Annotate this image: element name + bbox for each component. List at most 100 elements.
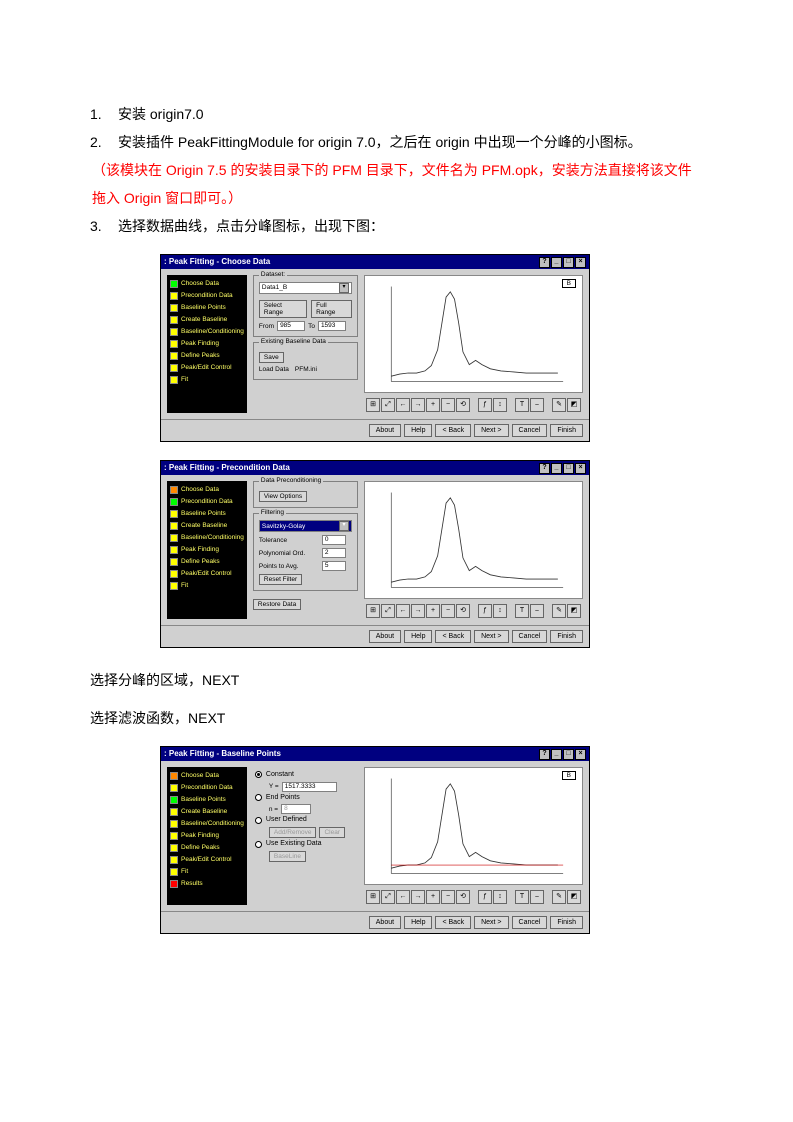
finish-button[interactable]: Finish [550, 424, 583, 438]
wizard-step[interactable]: Baseline/Conditioning [170, 819, 244, 829]
toolbar-button[interactable]: → [411, 890, 425, 904]
wizard-step[interactable]: Create Baseline [170, 521, 244, 531]
next-button[interactable]: Next > [474, 916, 508, 930]
wizard-step[interactable]: Peak Finding [170, 831, 244, 841]
view-options-button[interactable]: View Options [259, 491, 307, 502]
restore-data-button[interactable]: Restore Data [253, 599, 301, 610]
select-range-button[interactable]: Select Range [259, 300, 307, 318]
toolbar-button[interactable]: ƒ [478, 604, 492, 618]
radio-endpoints[interactable]: End Points [255, 794, 356, 802]
to-input[interactable]: 1593 [318, 321, 346, 331]
help-icon[interactable]: ? [539, 463, 550, 474]
wizard-step[interactable]: Baseline Points [170, 795, 244, 805]
full-range-button[interactable]: Full Range [311, 300, 352, 318]
radio-user-defined[interactable]: User Defined [255, 816, 356, 824]
maximize-icon[interactable]: □ [563, 463, 574, 474]
toolbar-button[interactable]: ⟲ [456, 890, 470, 904]
wizard-step[interactable]: Define Peaks [170, 557, 244, 567]
toolbar-button[interactable]: ƒ [478, 890, 492, 904]
wizard-step[interactable]: Precondition Data [170, 497, 244, 507]
toolbar-button[interactable]: ✎ [552, 398, 566, 412]
wizard-step[interactable]: Precondition Data [170, 783, 244, 793]
help-button[interactable]: Help [404, 916, 432, 930]
wizard-step[interactable]: Peak Finding [170, 339, 244, 349]
toolbar-button[interactable]: ⊞ [366, 890, 380, 904]
back-button[interactable]: < Back [435, 424, 471, 438]
radio-constant[interactable]: Constant [255, 771, 356, 779]
toolbar-button[interactable]: T [515, 890, 529, 904]
toolbar-button[interactable]: ↕ [493, 604, 507, 618]
toolbar-button[interactable]: ⟲ [456, 398, 470, 412]
wizard-step[interactable]: Peak/Edit Control [170, 855, 244, 865]
toolbar-button[interactable]: ⎯ [530, 890, 544, 904]
toolbar-button[interactable]: ← [396, 398, 410, 412]
finish-button[interactable]: Finish [550, 916, 583, 930]
maximize-icon[interactable]: □ [563, 749, 574, 760]
save-button[interactable]: Save [259, 352, 284, 363]
wizard-step[interactable]: Choose Data [170, 485, 244, 495]
toolbar-button[interactable]: − [441, 398, 455, 412]
toolbar-button[interactable]: + [426, 890, 440, 904]
about-button[interactable]: About [369, 630, 401, 644]
close-icon[interactable]: × [575, 257, 586, 268]
cancel-button[interactable]: Cancel [512, 630, 548, 644]
wizard-step[interactable]: Choose Data [170, 771, 244, 781]
next-button[interactable]: Next > [474, 424, 508, 438]
wizard-step[interactable]: Create Baseline [170, 315, 244, 325]
maximize-icon[interactable]: □ [563, 257, 574, 268]
toolbar-button[interactable]: T [515, 398, 529, 412]
help-icon[interactable]: ? [539, 257, 550, 268]
close-icon[interactable]: × [575, 749, 586, 760]
wizard-step[interactable]: Choose Data [170, 279, 244, 289]
filter-dropdown[interactable]: Savitzky-Golay ▾ [259, 520, 352, 532]
toolbar-button[interactable]: ← [396, 604, 410, 618]
reset-filter-button[interactable]: Reset Filter [259, 574, 302, 585]
next-button[interactable]: Next > [474, 630, 508, 644]
toolbar-button[interactable]: − [441, 890, 455, 904]
toolbar-button[interactable]: → [411, 398, 425, 412]
wizard-step[interactable]: Define Peaks [170, 843, 244, 853]
from-input[interactable]: 985 [277, 321, 305, 331]
toolbar-button[interactable]: ⎯ [530, 398, 544, 412]
help-button[interactable]: Help [404, 424, 432, 438]
wizard-step[interactable]: Precondition Data [170, 291, 244, 301]
toolbar-button[interactable]: − [441, 604, 455, 618]
wizard-step[interactable]: Peak/Edit Control [170, 363, 244, 373]
dataset-dropdown[interactable]: Data1_B ▾ [259, 282, 352, 294]
toolbar-button[interactable]: + [426, 604, 440, 618]
toolbar-button[interactable]: ✎ [552, 604, 566, 618]
wizard-step[interactable]: Peak Finding [170, 545, 244, 555]
toolbar-button[interactable]: ⤢ [381, 398, 395, 412]
back-button[interactable]: < Back [435, 630, 471, 644]
cancel-button[interactable]: Cancel [512, 424, 548, 438]
toolbar-button[interactable]: ⊞ [366, 604, 380, 618]
close-icon[interactable]: × [575, 463, 586, 474]
wizard-step[interactable]: Baseline Points [170, 303, 244, 313]
toolbar-button[interactable]: ⟲ [456, 604, 470, 618]
finish-button[interactable]: Finish [550, 630, 583, 644]
tolerance-input[interactable]: 0 [322, 535, 346, 545]
toolbar-button[interactable]: T [515, 604, 529, 618]
back-button[interactable]: < Back [435, 916, 471, 930]
toolbar-button[interactable]: ↕ [493, 890, 507, 904]
wizard-step[interactable]: Baseline Points [170, 509, 244, 519]
points-input[interactable]: 5 [322, 561, 346, 571]
wizard-step[interactable]: Peak/Edit Control [170, 569, 244, 579]
wizard-step[interactable]: Baseline/Conditioning [170, 327, 244, 337]
toolbar-button[interactable]: ⎯ [530, 604, 544, 618]
wizard-step[interactable]: Baseline/Conditioning [170, 533, 244, 543]
y-input[interactable]: 1517.3333 [282, 782, 337, 792]
toolbar-button[interactable]: ← [396, 890, 410, 904]
wizard-step[interactable]: Create Baseline [170, 807, 244, 817]
wizard-step[interactable]: Define Peaks [170, 351, 244, 361]
toolbar-button[interactable]: + [426, 398, 440, 412]
toolbar-button[interactable]: ⊞ [366, 398, 380, 412]
toolbar-button[interactable]: ◩ [567, 398, 581, 412]
minimize-icon[interactable]: _ [551, 463, 562, 474]
about-button[interactable]: About [369, 916, 401, 930]
toolbar-button[interactable]: ◩ [567, 890, 581, 904]
wizard-step[interactable]: Results [170, 879, 244, 889]
help-button[interactable]: Help [404, 630, 432, 644]
toolbar-button[interactable]: ƒ [478, 398, 492, 412]
wizard-step[interactable]: Fit [170, 375, 244, 385]
